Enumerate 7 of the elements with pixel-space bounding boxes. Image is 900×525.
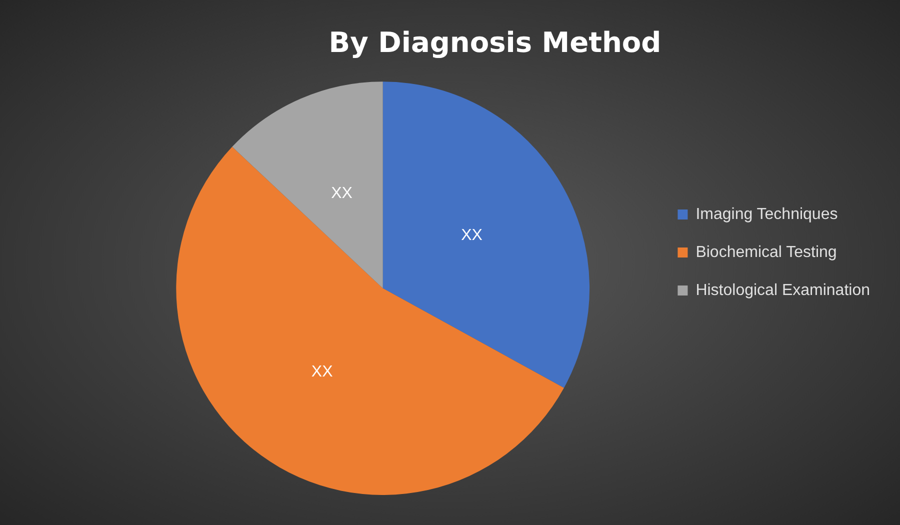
legend-label: Biochemical Testing xyxy=(696,244,837,261)
legend-label: Histological Examination xyxy=(696,282,870,299)
data-label: XX xyxy=(311,363,334,380)
data-label: XX xyxy=(461,227,483,244)
chart-title: By Diagnosis Method xyxy=(328,26,662,60)
legend-label: Imaging Techniques xyxy=(696,206,838,223)
data-label: XX xyxy=(331,184,353,202)
